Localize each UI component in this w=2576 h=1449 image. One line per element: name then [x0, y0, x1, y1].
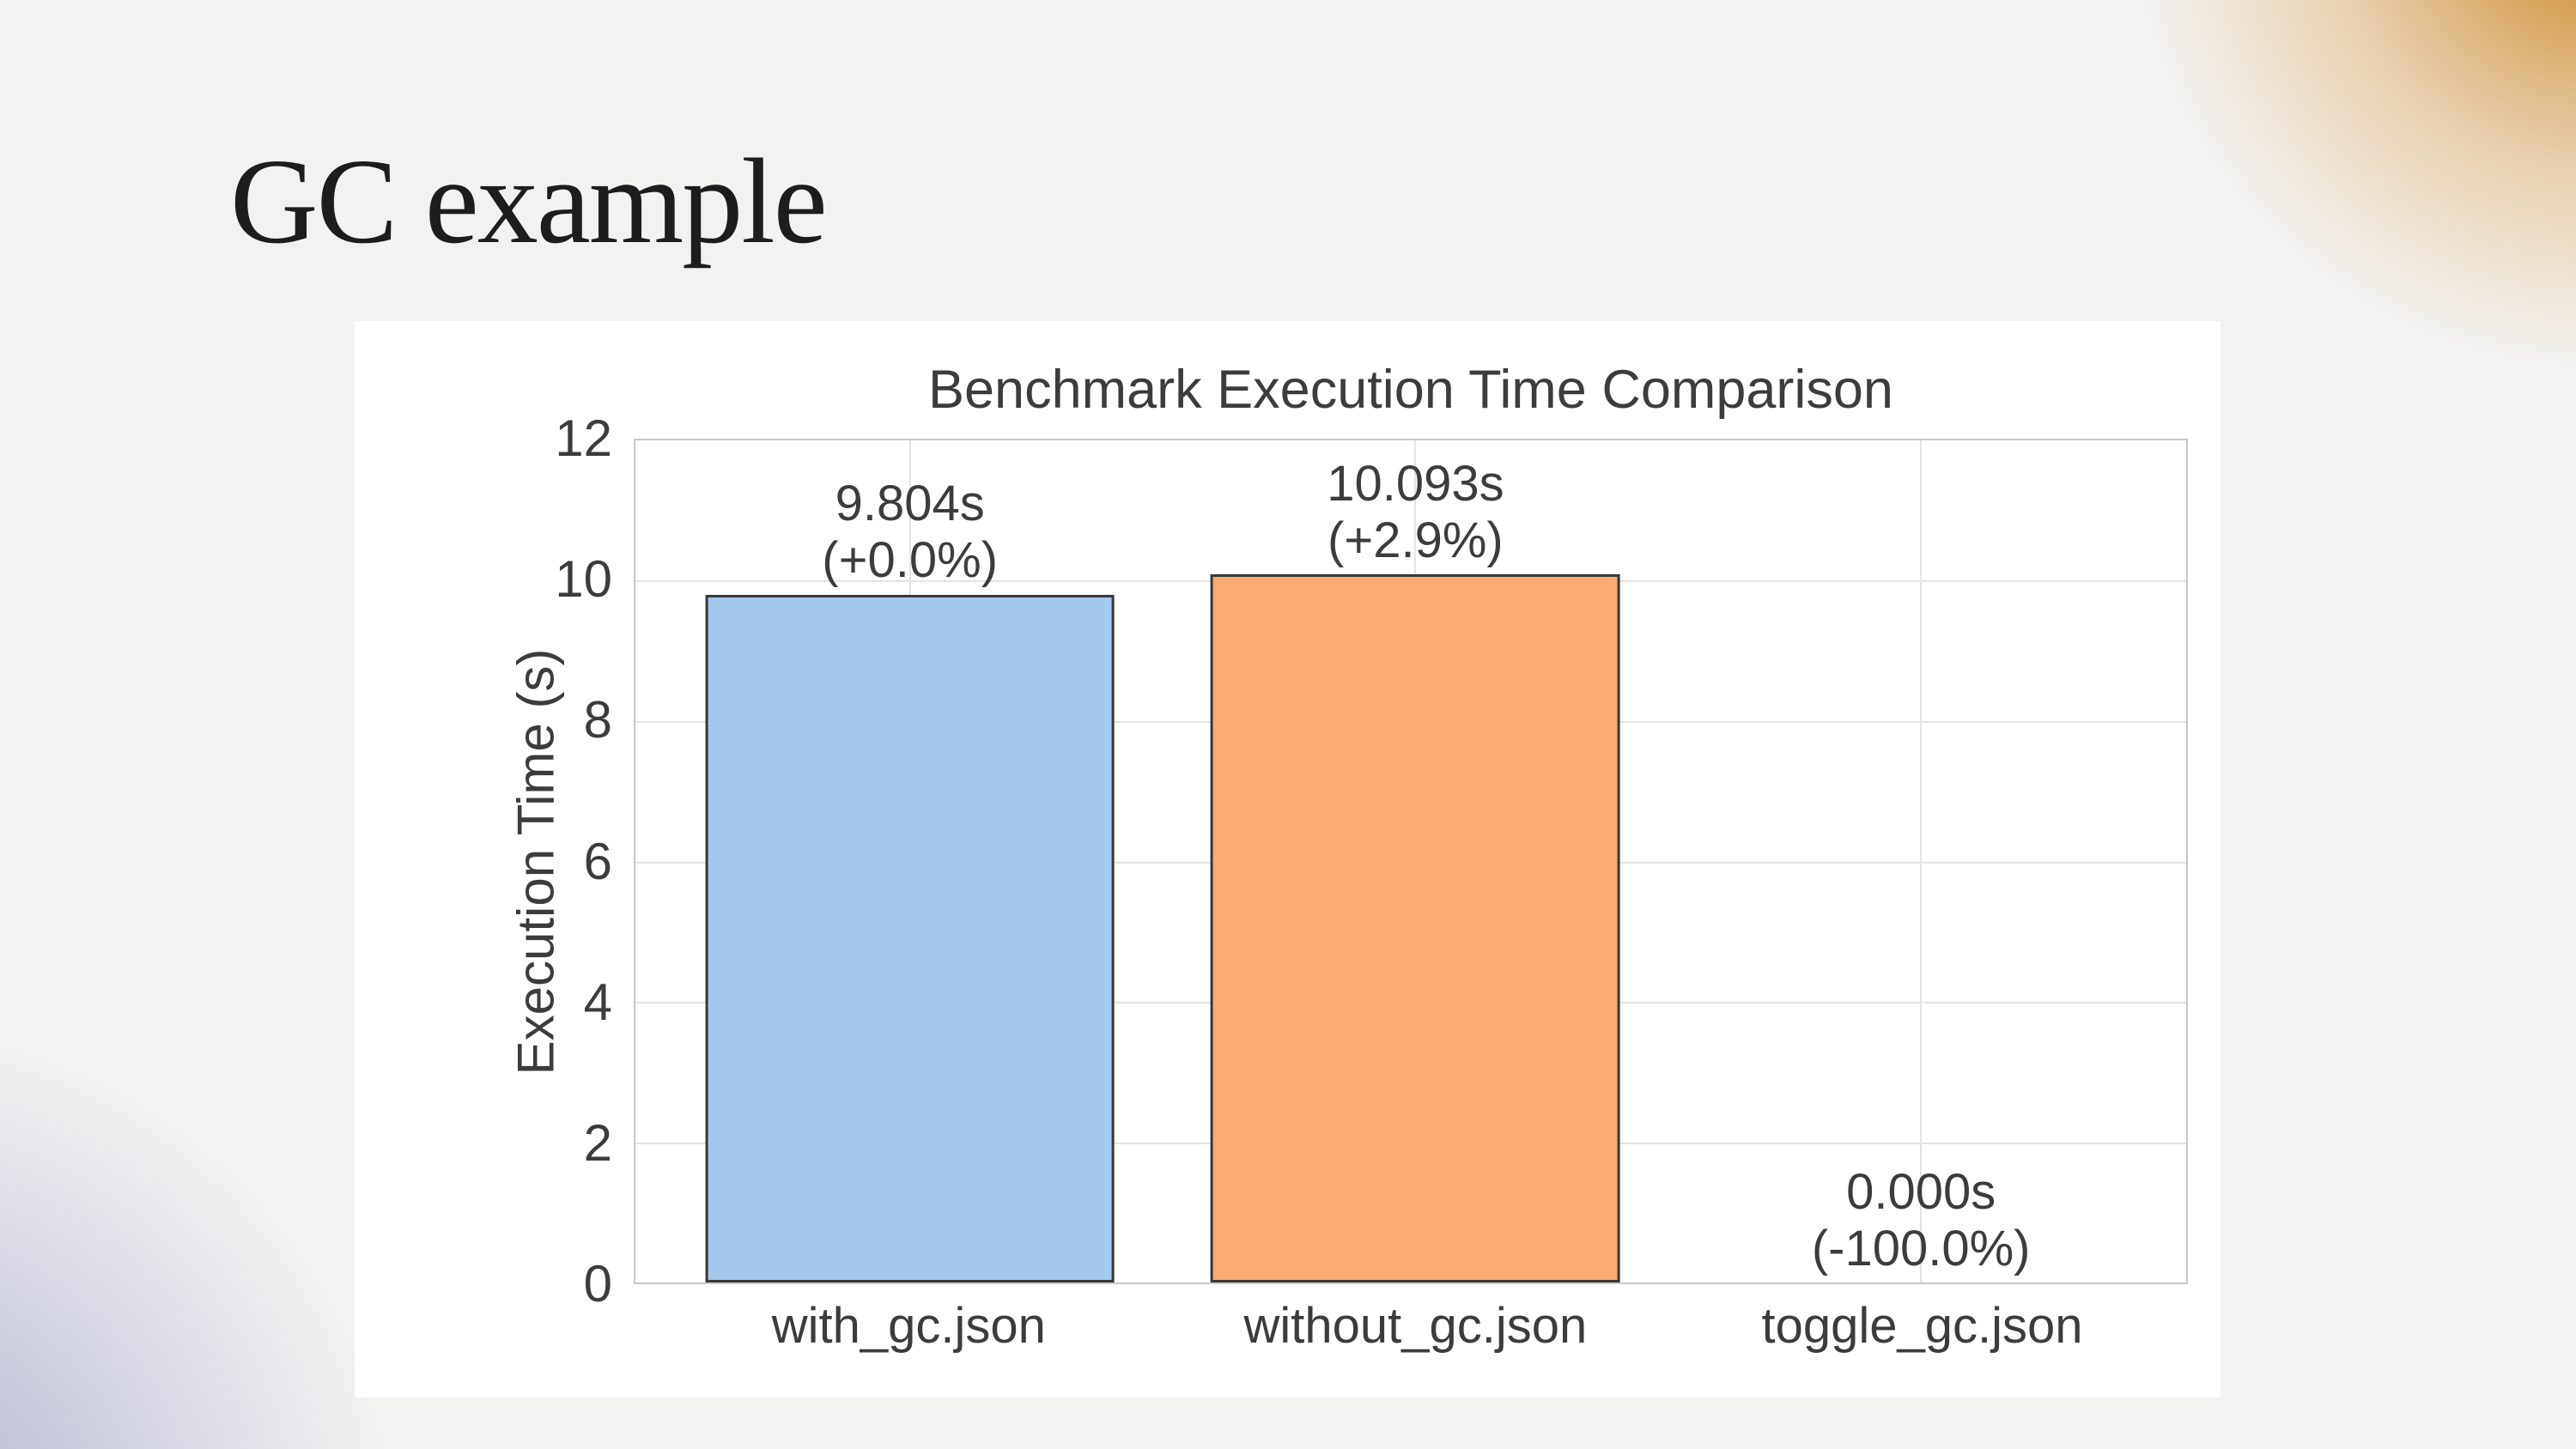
y-tick-label: 2 [583, 1113, 612, 1172]
slide-title: GC example [230, 133, 828, 269]
y-tick-label: 12 [555, 409, 612, 467]
x-tick-label: with_gc.json [771, 1298, 1046, 1354]
bar-value-label: 0.000s (-100.0%) [1811, 1163, 2031, 1276]
y-tick-label: 10 [555, 550, 612, 609]
x-tick-label: without_gc.json [1243, 1298, 1588, 1354]
chart-title: Benchmark Execution Time Comparison [928, 360, 1893, 420]
gridline-vertical [1920, 440, 1923, 1282]
bar [1211, 573, 1620, 1282]
y-tick-label: 4 [583, 973, 612, 1031]
chart-panel: Benchmark Execution Time Comparison Exec… [355, 321, 2221, 1397]
plot-area: 9.804s (+0.0%) 10.093s (+2.9%) 0.000s (-10… [634, 439, 2188, 1284]
y-tick-label: 6 [583, 832, 612, 890]
bar [705, 594, 1115, 1282]
bar-value-label: 10.093s (+2.9%) [1327, 455, 1504, 568]
y-tick-label: 8 [583, 691, 612, 749]
bar-value-label: 9.804s (+0.0%) [822, 476, 999, 589]
y-tick-label: 0 [583, 1255, 612, 1313]
x-tick-label: toggle_gc.json [1761, 1298, 2083, 1354]
